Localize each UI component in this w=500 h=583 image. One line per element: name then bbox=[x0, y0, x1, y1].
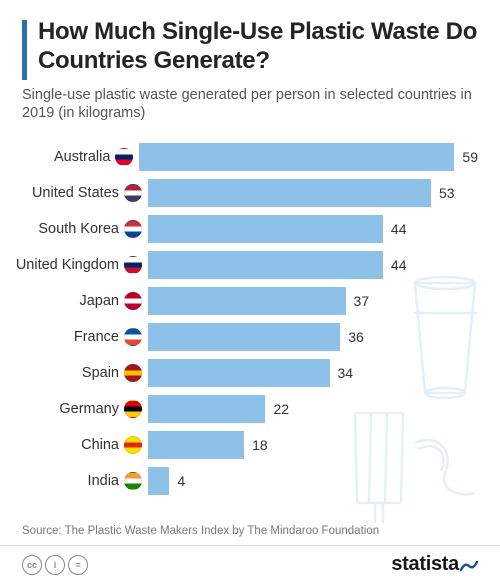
flag-icon bbox=[124, 220, 142, 238]
chart-row: China 18 bbox=[22, 427, 478, 463]
country-label: United States bbox=[32, 185, 119, 201]
bar bbox=[148, 431, 244, 459]
bar-track: 53 bbox=[148, 179, 478, 207]
flag-icon bbox=[124, 184, 142, 202]
flag-icon bbox=[124, 292, 142, 310]
chart-row: France 36 bbox=[22, 319, 478, 355]
bar bbox=[148, 287, 346, 315]
cc-badge-cc: cc bbox=[22, 555, 42, 575]
bar-value: 36 bbox=[348, 329, 364, 345]
chart-subtitle: Single-use plastic waste generated per p… bbox=[22, 86, 478, 124]
flag-icon bbox=[124, 472, 142, 490]
label-cell: China bbox=[22, 436, 148, 454]
flag-icon bbox=[115, 148, 133, 166]
bar-track: 59 bbox=[139, 143, 478, 171]
country-label: Spain bbox=[82, 365, 119, 381]
bar-track: 37 bbox=[148, 287, 478, 315]
flag-icon bbox=[124, 400, 142, 418]
statista-logo: statista bbox=[391, 553, 478, 576]
label-cell: India bbox=[22, 472, 148, 490]
title-accent-bar bbox=[22, 20, 27, 80]
bar bbox=[148, 467, 169, 495]
bar-value: 4 bbox=[177, 473, 185, 489]
bar bbox=[148, 359, 330, 387]
infographic: How Much Single-Use Plastic Waste Do Cou… bbox=[0, 0, 500, 583]
chart-row: United Kingdom 44 bbox=[22, 247, 478, 283]
cc-license-badges: cc i = bbox=[22, 555, 88, 575]
label-cell: United States bbox=[22, 184, 148, 202]
bar bbox=[148, 251, 383, 279]
bar bbox=[148, 179, 431, 207]
cc-badge-by: i bbox=[45, 555, 65, 575]
footer: cc i = statista bbox=[0, 545, 500, 583]
flag-icon bbox=[124, 436, 142, 454]
label-cell: Australia bbox=[22, 148, 139, 166]
bar bbox=[148, 395, 265, 423]
bar bbox=[148, 215, 383, 243]
chart-title: How Much Single-Use Plastic Waste Do Cou… bbox=[38, 18, 478, 76]
bar-value: 37 bbox=[354, 293, 370, 309]
chart-row: Japan 37 bbox=[22, 283, 478, 319]
bar-track: 36 bbox=[148, 323, 478, 351]
country-label: India bbox=[88, 473, 119, 489]
bar-value: 53 bbox=[439, 185, 455, 201]
label-cell: Spain bbox=[22, 364, 148, 382]
country-label: France bbox=[74, 329, 119, 345]
bar-value: 22 bbox=[273, 401, 289, 417]
country-label: United Kingdom bbox=[16, 257, 119, 273]
flag-icon bbox=[124, 364, 142, 382]
cc-badge-nd: = bbox=[68, 555, 88, 575]
bar-value: 34 bbox=[338, 365, 354, 381]
bar-value: 59 bbox=[462, 149, 478, 165]
bar-track: 44 bbox=[148, 251, 478, 279]
source-text: Source: The Plastic Waste Makers Index b… bbox=[22, 525, 379, 537]
bar bbox=[148, 323, 340, 351]
chart-row: United States 53 bbox=[22, 175, 478, 211]
bar-value: 44 bbox=[391, 221, 407, 237]
label-cell: Japan bbox=[22, 292, 148, 310]
country-label: Australia bbox=[54, 149, 110, 165]
label-cell: United Kingdom bbox=[22, 256, 148, 274]
bar-track: 34 bbox=[148, 359, 478, 387]
bar-track: 44 bbox=[148, 215, 478, 243]
bar-chart: Australia59United States53South Korea44U… bbox=[22, 139, 478, 499]
country-label: Japan bbox=[79, 293, 119, 309]
bar-value: 18 bbox=[252, 437, 268, 453]
chart-row: Australia 59 bbox=[22, 139, 478, 175]
country-label: South Korea bbox=[38, 221, 119, 237]
bar-track: 22 bbox=[148, 395, 478, 423]
chart-row: India 4 bbox=[22, 463, 478, 499]
country-label: China bbox=[81, 437, 119, 453]
flag-icon bbox=[124, 256, 142, 274]
bar bbox=[139, 143, 454, 171]
statista-wave-icon bbox=[460, 556, 478, 574]
flag-icon bbox=[124, 328, 142, 346]
bar-track: 4 bbox=[148, 467, 478, 495]
statista-wordmark: statista bbox=[391, 553, 459, 576]
chart-row: Spain 34 bbox=[22, 355, 478, 391]
country-label: Germany bbox=[59, 401, 119, 417]
label-cell: Germany bbox=[22, 400, 148, 418]
label-cell: South Korea bbox=[22, 220, 148, 238]
label-cell: France bbox=[22, 328, 148, 346]
chart-row: Germany 22 bbox=[22, 391, 478, 427]
bar-value: 44 bbox=[391, 257, 407, 273]
bar-track: 18 bbox=[148, 431, 478, 459]
chart-row: South Korea 44 bbox=[22, 211, 478, 247]
